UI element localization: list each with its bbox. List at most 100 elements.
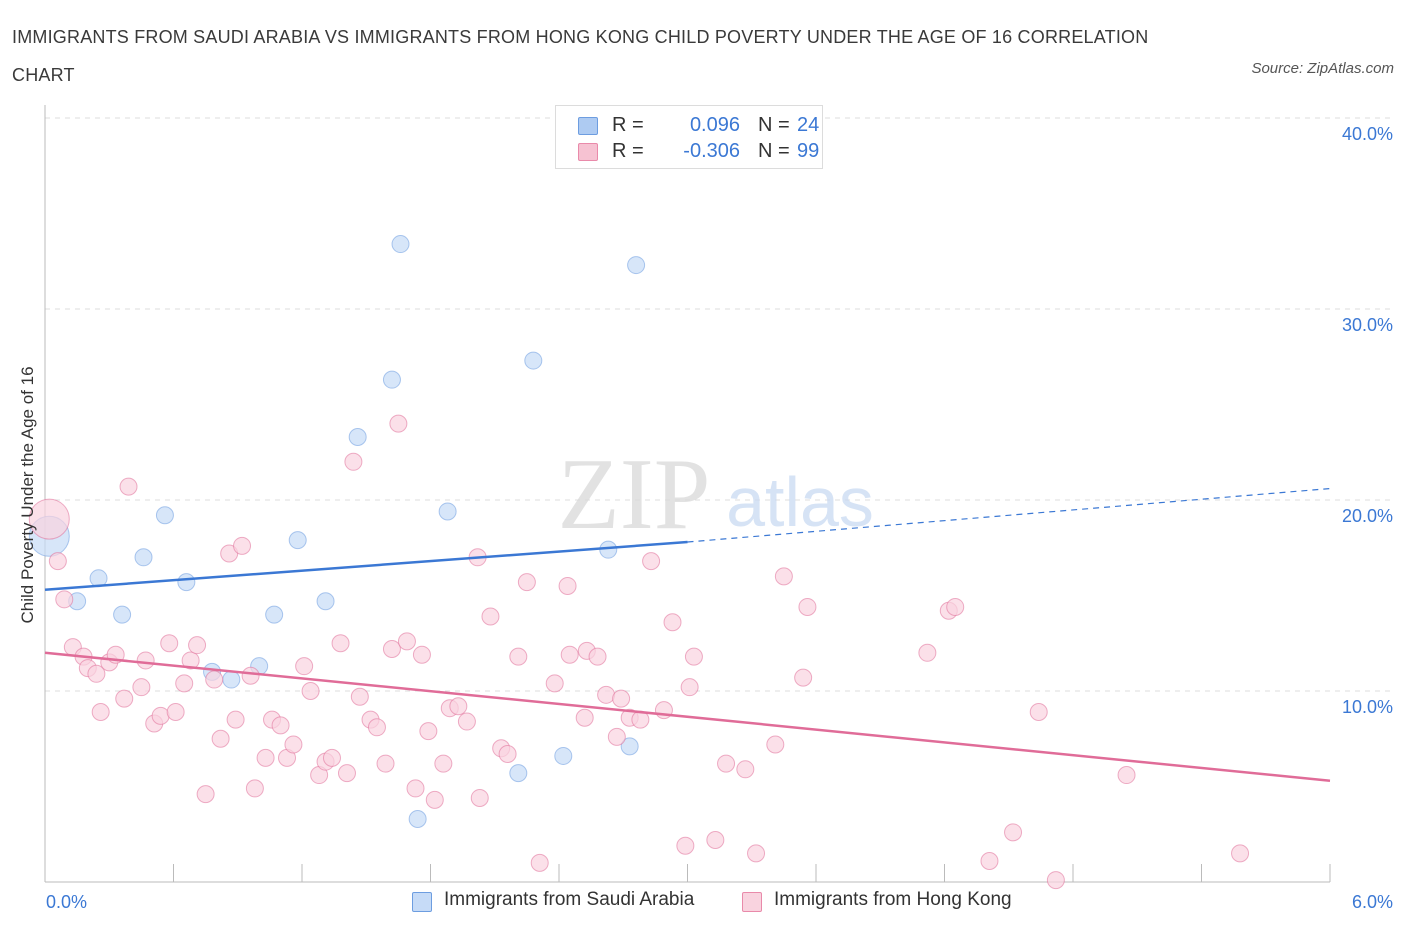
data-point — [337, 764, 356, 783]
data-point — [794, 668, 813, 687]
data-point — [620, 737, 639, 756]
legend-label-hong-kong: Immigrants from Hong Kong — [774, 889, 1012, 910]
data-point — [211, 729, 230, 748]
data-point — [151, 706, 170, 725]
y-tick-label: 40.0% — [1342, 124, 1393, 144]
data-point — [1004, 823, 1023, 842]
data-point — [134, 548, 153, 567]
data-point — [48, 552, 67, 571]
x-tick-label: 0.0% — [46, 892, 87, 912]
trend-line-saudi-arabia-extension — [687, 487, 1331, 543]
series-legend: Immigrants from Saudi Arabia Immigrants … — [0, 888, 1406, 918]
n-value: 24 — [797, 114, 820, 136]
data-point — [524, 351, 543, 370]
watermark: ZIP atlas — [558, 438, 874, 551]
data-point — [558, 576, 577, 595]
data-point — [301, 682, 320, 700]
trend-line-saudi-arabia — [44, 540, 688, 592]
data-point — [350, 687, 369, 706]
data-point — [481, 607, 500, 626]
data-point — [498, 745, 517, 764]
data-point — [408, 809, 427, 828]
data-point — [509, 764, 528, 783]
data-point — [226, 710, 245, 729]
data-point — [588, 647, 607, 666]
data-point — [382, 370, 401, 389]
data-point — [391, 235, 410, 254]
data-point — [389, 414, 408, 433]
data-point — [196, 785, 215, 804]
data-point — [747, 844, 766, 863]
data-point — [457, 712, 476, 731]
data-point — [188, 636, 207, 655]
data-point — [331, 634, 350, 653]
n-label: N = — [758, 140, 790, 162]
data-point — [627, 256, 646, 275]
data-point — [597, 685, 616, 704]
r-label: R = — [612, 114, 644, 136]
data-point — [28, 498, 70, 540]
data-point — [545, 674, 564, 693]
data-point — [181, 651, 200, 670]
data-point — [676, 836, 695, 855]
data-point — [55, 590, 74, 609]
data-point — [406, 779, 425, 798]
data-point — [599, 540, 618, 559]
data-point — [1029, 703, 1048, 722]
data-point — [295, 657, 314, 676]
swatch-hong-kong — [578, 143, 598, 161]
chart-title: IMMIGRANTS FROM SAUDI ARABIA VS IMMIGRAN… — [12, 27, 1149, 85]
watermark-atlas: atlas — [726, 463, 874, 541]
data-point — [663, 613, 682, 632]
data-point — [607, 727, 626, 746]
data-point — [419, 722, 438, 741]
series-hong-kong-points — [28, 414, 1250, 890]
data-point — [348, 427, 367, 446]
data-point — [160, 634, 179, 653]
data-point — [397, 632, 416, 651]
data-point — [798, 597, 817, 616]
data-point — [175, 674, 194, 693]
data-point — [684, 647, 703, 666]
data-point — [382, 639, 401, 658]
y-tick-label: 10.0% — [1342, 697, 1393, 717]
data-point — [946, 597, 965, 616]
data-point — [509, 647, 528, 666]
data-point — [642, 552, 661, 571]
data-point — [166, 703, 185, 722]
stats-legend: R = 0.096 N = 24 R = -0.306 N = 99 — [555, 105, 823, 169]
data-point — [222, 670, 241, 689]
data-point — [265, 605, 284, 624]
data-point — [1231, 844, 1250, 863]
tick-labels: 10.0% 20.0% 30.0% 40.0% 0.0% 6.0% — [46, 124, 1393, 912]
data-point — [113, 605, 132, 624]
data-point — [680, 678, 699, 697]
data-point — [322, 748, 341, 767]
data-point — [271, 716, 290, 735]
data-point — [1117, 766, 1136, 785]
data-point — [119, 477, 138, 496]
data-point — [736, 760, 755, 779]
x-tick-label: 6.0% — [1352, 892, 1393, 912]
data-point — [115, 689, 134, 708]
r-value: -0.306 — [683, 140, 740, 162]
data-point — [241, 666, 260, 685]
data-point — [554, 746, 573, 765]
r-value: 0.096 — [689, 114, 740, 136]
axes — [44, 105, 1331, 883]
n-label: N = — [758, 114, 790, 136]
data-point — [1046, 871, 1065, 890]
y-tick-label: 30.0% — [1342, 315, 1393, 335]
data-point — [434, 754, 453, 773]
data-point — [470, 788, 489, 807]
data-point — [136, 651, 155, 670]
watermark-zip: ZIP — [558, 438, 711, 551]
legend-label-saudi-arabia: Immigrants from Saudi Arabia — [444, 889, 695, 910]
data-point — [530, 853, 549, 872]
data-point — [91, 703, 110, 722]
data-point — [438, 502, 457, 521]
data-point — [87, 664, 106, 683]
data-point — [284, 735, 303, 754]
grid-lines — [45, 117, 1395, 692]
